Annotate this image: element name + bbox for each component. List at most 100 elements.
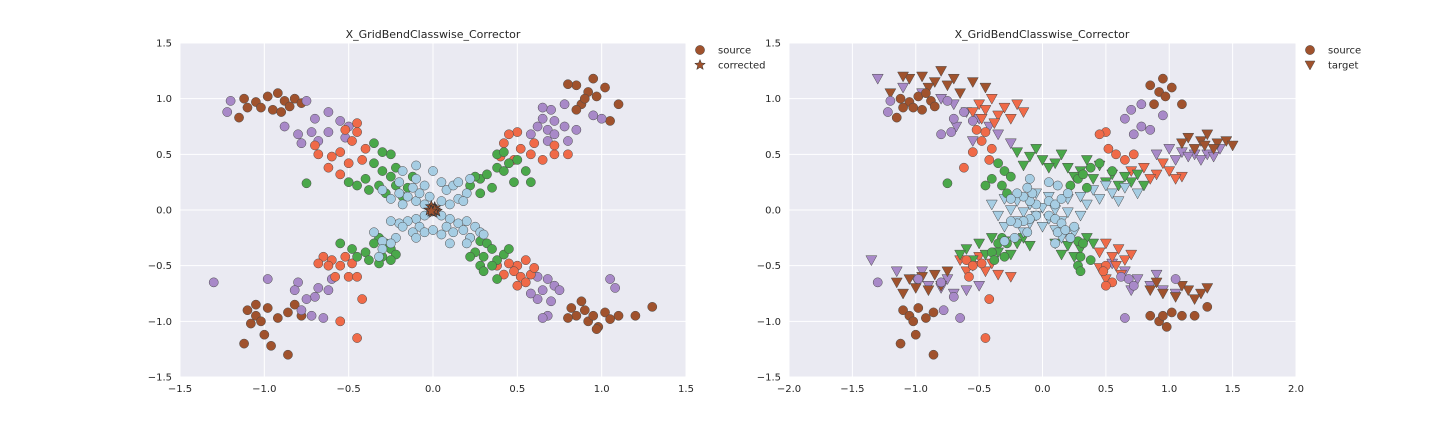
target-point (897, 82, 909, 94)
source-point (1145, 80, 1156, 91)
left-y-ticks: −1.5 −1.0 −0.5 0.0 0.5 1.0 1.5 (148, 39, 172, 384)
source-point (559, 121, 570, 132)
source-point (591, 91, 602, 102)
target-point (947, 73, 960, 85)
source-point (448, 227, 459, 238)
source-point (529, 138, 540, 149)
right-x-tick-label: −1.5 (840, 384, 864, 395)
source-point (566, 303, 577, 313)
source-point (1103, 143, 1114, 154)
target-point (985, 199, 998, 211)
source-point (239, 93, 249, 104)
source-point (1160, 91, 1171, 102)
source-point (964, 271, 974, 282)
source-point (1145, 124, 1156, 135)
target-point (1137, 163, 1150, 174)
source-point (1052, 180, 1063, 191)
source-point (999, 236, 1010, 247)
source-point (1050, 199, 1061, 210)
legend-source-marker (695, 45, 705, 55)
source-point (525, 288, 536, 299)
source-point (591, 324, 602, 334)
source-point (1123, 274, 1134, 284)
source-point (1161, 322, 1172, 332)
target-point (1118, 255, 1131, 267)
source-point (571, 80, 582, 91)
source-point (959, 107, 969, 117)
source-point (402, 191, 413, 202)
source-point (525, 129, 536, 140)
target-point (865, 255, 878, 267)
source-point (352, 180, 362, 191)
target-point (1176, 281, 1188, 292)
target-point (890, 277, 903, 289)
source-point (967, 260, 978, 271)
source-point (436, 229, 447, 240)
target-point (960, 266, 973, 278)
source-point (256, 316, 266, 327)
target-point (1099, 238, 1112, 250)
source-point (891, 112, 902, 123)
source-point (461, 216, 472, 226)
target-point (1080, 199, 1093, 211)
source-point (347, 258, 357, 269)
source-point (441, 221, 452, 232)
source-point (310, 113, 320, 124)
source-point (588, 310, 599, 321)
source-point (1128, 129, 1139, 140)
source-point (242, 102, 253, 113)
source-point (394, 188, 405, 199)
target-point (975, 114, 988, 125)
target-point (1125, 177, 1138, 189)
source-point (509, 266, 519, 277)
target-point (1144, 285, 1157, 297)
source-point (549, 129, 560, 140)
source-point (872, 277, 883, 288)
source-point (352, 127, 362, 137)
source-point (549, 149, 560, 160)
source-point (980, 180, 991, 191)
source-point (980, 127, 991, 137)
target-point (1030, 144, 1043, 155)
source-point (374, 251, 384, 262)
source-point (306, 310, 317, 321)
target-point (1023, 151, 1036, 163)
right-x-tick-label: 0.5 (1098, 384, 1114, 395)
source-point (222, 107, 233, 117)
legend-target-marker (1304, 60, 1316, 71)
source-point (313, 283, 324, 293)
target-point (941, 266, 954, 278)
source-point (537, 285, 548, 296)
target-point (1198, 140, 1211, 152)
target-point (1023, 240, 1036, 252)
target-point (884, 88, 897, 100)
source-point (1078, 169, 1088, 180)
source-point (542, 136, 553, 146)
source-point (407, 182, 418, 193)
source-point (895, 93, 906, 104)
source-point (394, 177, 405, 188)
source-point (369, 238, 379, 249)
target-point (973, 99, 986, 111)
target-point (998, 222, 1011, 233)
target-point (897, 288, 909, 300)
source-point (976, 136, 987, 146)
source-point (532, 294, 543, 304)
target-point (1176, 138, 1188, 150)
target-point (903, 73, 916, 85)
target-point (992, 129, 1005, 141)
source-point (487, 244, 497, 254)
source-point (509, 177, 519, 188)
source-point (301, 294, 312, 304)
source-point (301, 96, 312, 106)
target-point (998, 102, 1011, 114)
source-point (1158, 310, 1168, 321)
source-point (411, 232, 421, 243)
left-x-tick-label: 0.5 (509, 384, 525, 395)
source-point (1012, 188, 1023, 199)
target-point (966, 77, 979, 88)
source-point (529, 263, 540, 273)
source-point (360, 143, 371, 154)
target-point (1201, 129, 1214, 141)
source-point (335, 147, 346, 157)
